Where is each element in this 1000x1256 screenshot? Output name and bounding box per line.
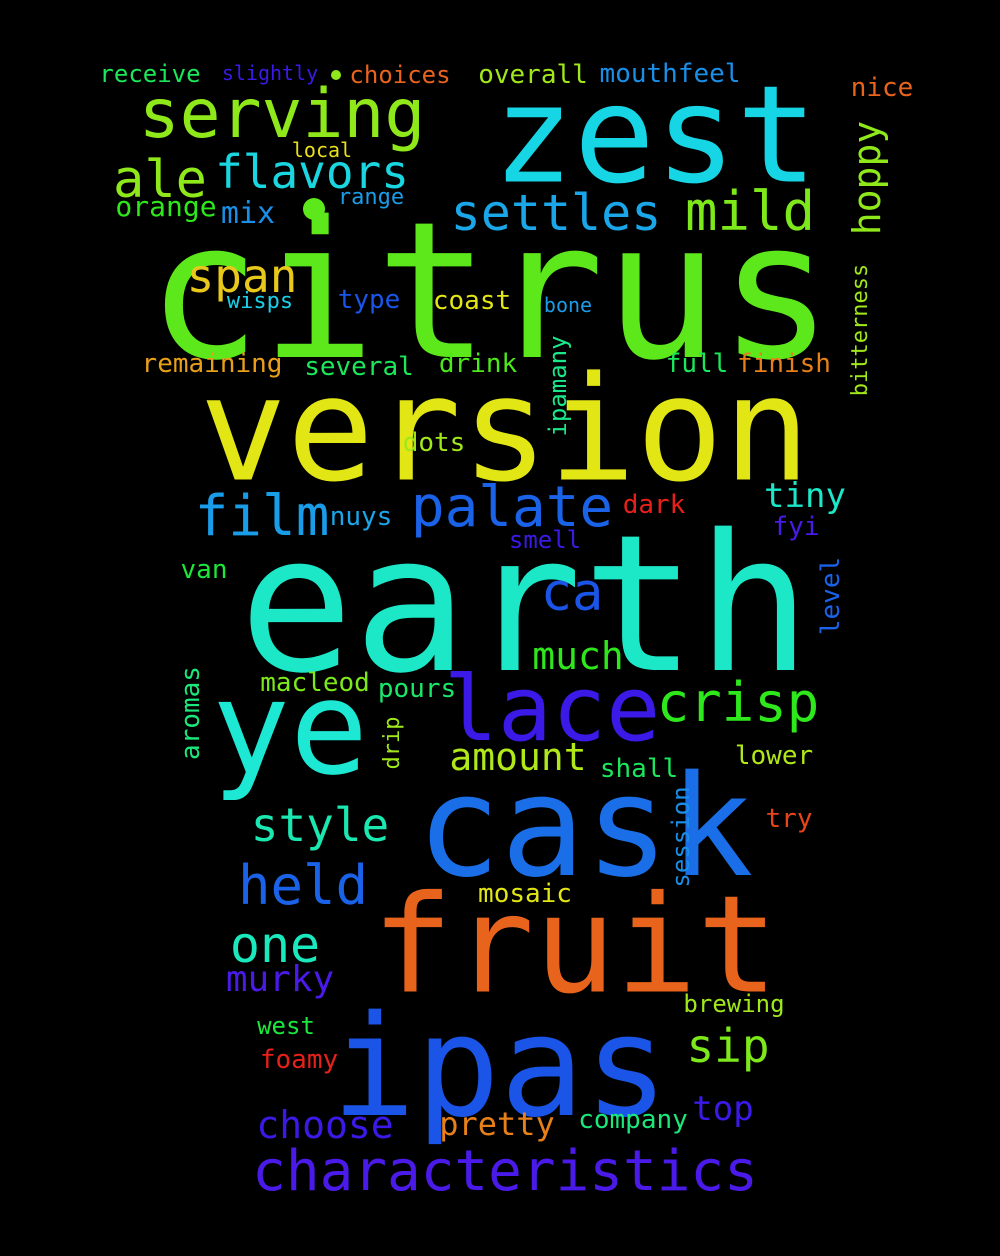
word-ye: ye xyxy=(211,652,369,804)
word-overall: overall xyxy=(478,60,588,90)
word-type: type xyxy=(337,285,401,315)
word-characteristics: characteristics xyxy=(252,1139,758,1204)
word-fruit: fruit xyxy=(371,866,779,1024)
dot-mark xyxy=(331,70,341,80)
word-orange: orange xyxy=(115,190,217,223)
word-span: span xyxy=(186,249,298,303)
word-ca: ca xyxy=(540,563,604,623)
word-mild: mild xyxy=(684,180,816,243)
dot-mark xyxy=(303,198,325,220)
word-try: try xyxy=(765,804,813,834)
word-settles: settles xyxy=(450,184,662,242)
word-style: style xyxy=(250,798,390,852)
word-dots: dots xyxy=(402,428,466,458)
word-level: level xyxy=(816,556,846,636)
word-bone: bone xyxy=(543,293,593,317)
word-van: van xyxy=(180,555,228,585)
word-version: version xyxy=(199,345,811,515)
word-choices: choices xyxy=(349,61,451,89)
word-dark: dark xyxy=(622,490,686,520)
word-sip: sip xyxy=(686,1019,770,1073)
word-tiny: tiny xyxy=(764,476,846,516)
word-local: local xyxy=(291,138,353,162)
word-drip: drip xyxy=(380,716,405,770)
word-palate: palate xyxy=(410,475,614,540)
word-mosaic: mosaic xyxy=(478,879,572,909)
word-ale: ale xyxy=(113,150,207,210)
word-zest: zest xyxy=(492,56,818,214)
word-west: west xyxy=(257,1012,315,1040)
word-drink: drink xyxy=(438,349,518,379)
word-shall: shall xyxy=(599,754,679,784)
word-top: top xyxy=(692,1089,754,1129)
word-mouthfeel: mouthfeel xyxy=(599,59,741,89)
word-pretty: pretty xyxy=(439,1105,555,1143)
word-ipas: ipas xyxy=(331,986,669,1149)
word-range: range xyxy=(337,185,405,210)
word-nuys: nuys xyxy=(329,502,393,532)
word-smell: smell xyxy=(508,526,582,554)
word-earth: earth xyxy=(239,494,811,715)
word-coast: coast xyxy=(432,286,512,316)
word-slightly: slightly xyxy=(221,61,319,85)
word-ipamany: ipamany xyxy=(544,335,572,437)
word-lace: lace xyxy=(443,657,661,762)
word-amount: amount xyxy=(449,735,587,779)
word-full: full xyxy=(665,349,729,379)
word-held: held xyxy=(237,854,369,917)
word-serving: serving xyxy=(138,75,426,154)
word-several: several xyxy=(304,352,414,382)
word-lower: lower xyxy=(734,741,814,771)
word-citrus: citrus xyxy=(146,181,834,402)
word-flavors: flavors xyxy=(215,145,409,199)
word-murky: murky xyxy=(225,959,335,1000)
word-foamy: foamy xyxy=(259,1045,339,1075)
word-film: film xyxy=(194,484,330,549)
word-mix: mix xyxy=(220,196,276,231)
word-remaining: remaining xyxy=(141,349,283,379)
word-much: much xyxy=(532,634,624,678)
word-cask: cask xyxy=(416,746,754,909)
word-bitterness: bitterness xyxy=(848,263,873,397)
word-aromas: aromas xyxy=(176,666,206,760)
word-macleod: macleod xyxy=(260,668,370,698)
word-crisp: crisp xyxy=(656,671,820,734)
word-nice: nice xyxy=(850,73,914,103)
word-brewing: brewing xyxy=(683,990,785,1018)
word-fyi: fyi xyxy=(772,512,820,542)
word-receive: receive xyxy=(99,60,201,88)
word-pours: pours xyxy=(377,674,457,704)
word-wisps: wisps xyxy=(226,289,294,314)
word-choose: choose xyxy=(256,1103,394,1147)
word-company: company xyxy=(578,1105,688,1135)
word-finish: finish xyxy=(737,349,831,379)
word-one: one xyxy=(229,916,321,974)
word-session: session xyxy=(667,786,695,888)
word-hoppy: hoppy xyxy=(845,120,889,236)
